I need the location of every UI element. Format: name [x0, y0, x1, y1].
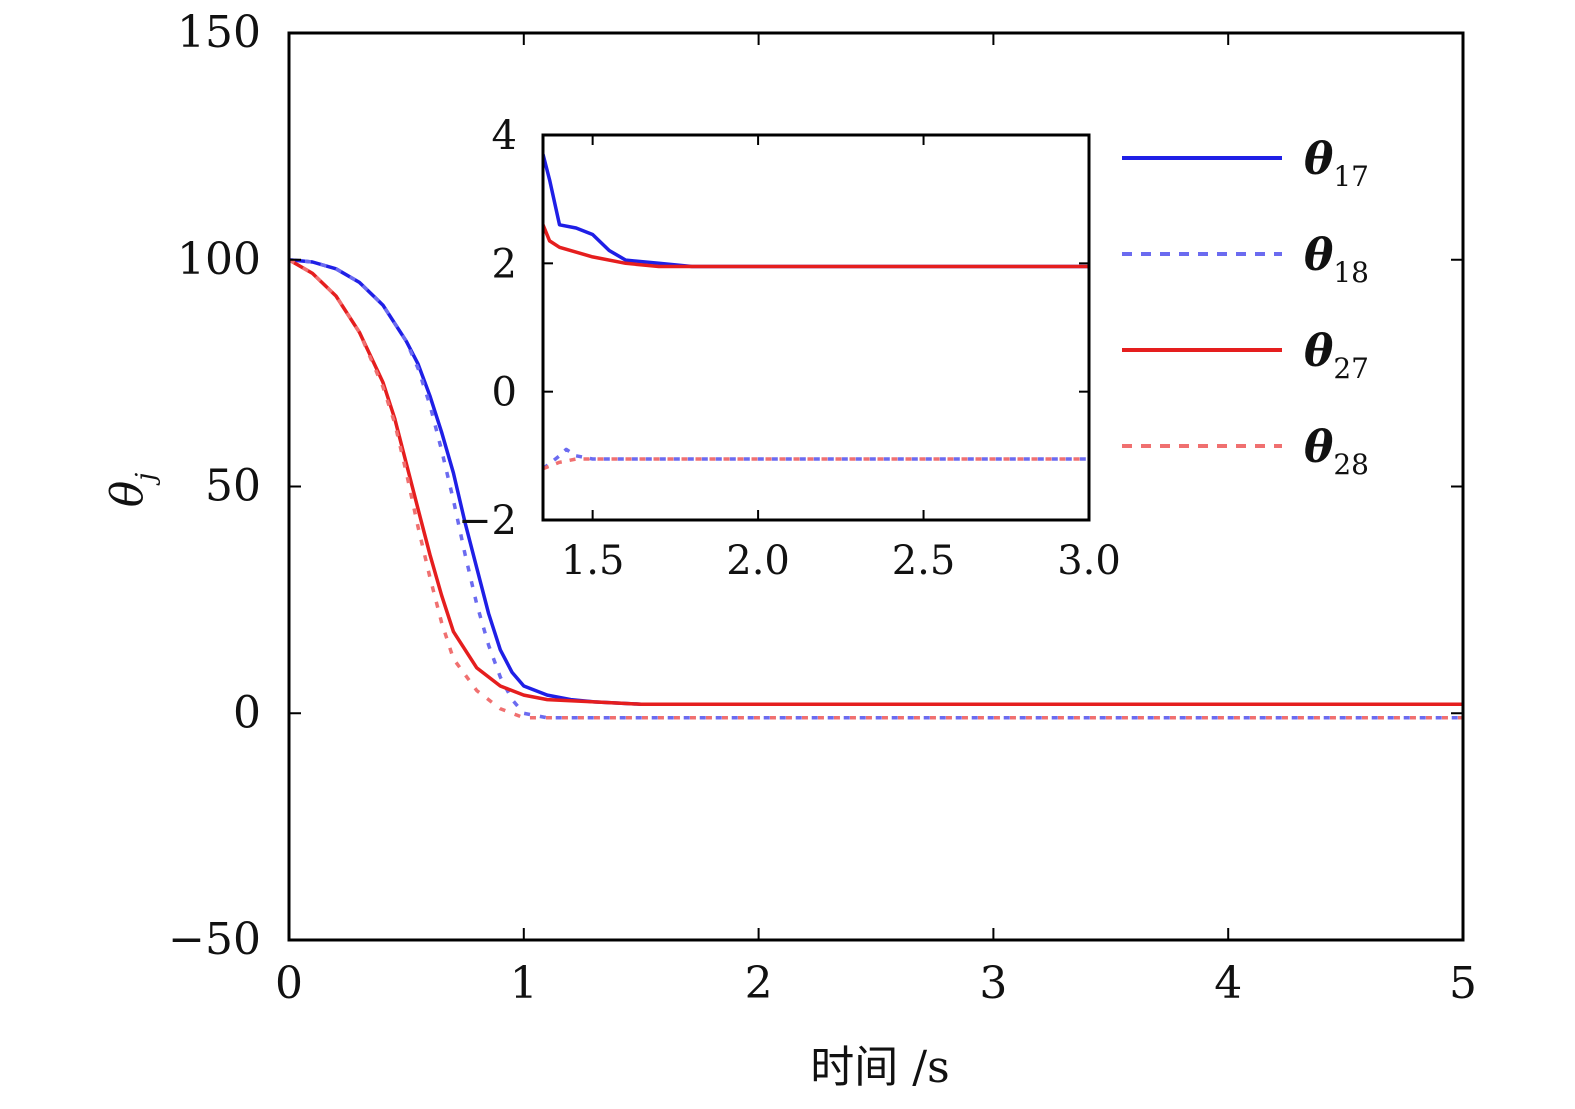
main-series-line-θ18 [289, 258, 1463, 720]
inset-series-group [543, 153, 1089, 471]
main-y-tick-label: 150 [177, 7, 261, 58]
inset-series-line-θ28 [543, 457, 1089, 471]
main-x-tick-label: 0 [275, 958, 303, 1009]
legend-item-θ27: θ27 [1122, 326, 1369, 385]
legend-label: θ17 [1304, 134, 1369, 193]
inset-y-tick-label: 4 [492, 113, 517, 159]
inset-series-line-θ17 [543, 153, 1089, 269]
legend-label: θ18 [1304, 230, 1369, 289]
inset-frame [541, 133, 1091, 522]
main-x-tick-label: 2 [745, 958, 773, 1009]
legend-item-θ18: θ18 [1122, 230, 1369, 289]
inset-plot: 1.5 2.0 2.5 3.0 −2 0 2 4 [458, 113, 1121, 584]
inset-y-tick-label: 0 [492, 370, 517, 416]
main-series-line-θ17 [289, 258, 1463, 706]
main-x-tick-label: 5 [1449, 958, 1477, 1009]
y-axis-title: θj [102, 473, 161, 508]
main-y-tick-label: 50 [205, 461, 261, 512]
inset-x-tick-label: 2.5 [892, 538, 956, 584]
main-plot: 0 1 2 3 4 5 −50 0 50 100 150 [168, 7, 1477, 1009]
main-series-line-θ27 [289, 258, 1463, 706]
inset-y-tick-label: 2 [492, 241, 517, 287]
inset-series-line-θ18 [543, 447, 1089, 471]
svg-text:θj: θj [102, 473, 161, 508]
x-axis-title: 时间 /s [810, 1042, 949, 1093]
legend-item-θ28: θ28 [1122, 422, 1369, 481]
y-axis-title-symbol: θ [102, 481, 153, 508]
main-x-tick-label: 3 [979, 958, 1007, 1009]
main-x-tick-label: 4 [1214, 958, 1242, 1009]
main-y-tick-label: 100 [177, 234, 261, 285]
main-frame [287, 31, 1465, 942]
inset-y-tick-label: −2 [458, 498, 517, 544]
legend-label: θ27 [1304, 326, 1369, 385]
inset-x-tick-label: 1.5 [561, 538, 625, 584]
legend-label: θ28 [1304, 422, 1369, 481]
main-y-tick-label: −50 [168, 914, 261, 965]
legend-item-θ17: θ17 [1122, 134, 1369, 193]
main-x-tick-label: 1 [510, 958, 538, 1009]
inset-x-tick-label: 3.0 [1057, 538, 1121, 584]
legend: θ17 θ18 θ27 θ28 [1122, 134, 1369, 481]
main-y-tick-label: 0 [233, 687, 261, 738]
inset-series-line-θ27 [543, 224, 1089, 269]
main-series-group [289, 258, 1463, 720]
inset-x-tick-label: 2.0 [726, 538, 790, 584]
main-series-line-θ28 [289, 258, 1463, 720]
